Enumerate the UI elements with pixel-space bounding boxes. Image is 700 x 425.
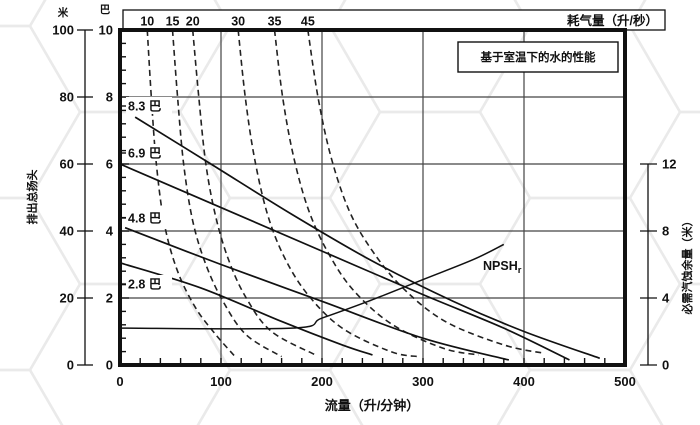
npsh-curve-label: NPSHr (483, 259, 522, 276)
curve-label-box (126, 97, 172, 114)
meters-unit-label: 米 (57, 6, 69, 19)
meters-tick-label: 40 (60, 224, 74, 239)
curve-label-box (126, 209, 172, 226)
top-tick-label: 30 (231, 15, 245, 29)
bar-tick-label: 10 (99, 23, 113, 38)
npsh-tick-label: 12 (662, 157, 676, 172)
x-axis-title: 流量（升/分钟） (325, 398, 420, 413)
meters-tick-label: 100 (52, 23, 74, 38)
air-axis-title: 耗气量（升/秒） (567, 13, 658, 28)
top-tick-label: 10 (140, 15, 154, 29)
npsh-tick-label: 0 (662, 358, 669, 373)
air-consumption-curve (191, 29, 318, 357)
top-tick-label: 15 (166, 15, 180, 29)
hexagon-shape (0, 24, 82, 200)
air-consumption-curve (273, 29, 479, 356)
air-consumption-curve (171, 29, 283, 358)
pressure-curve-label: 2.8 巴 (128, 278, 162, 292)
hexagon-shape (0, 368, 64, 425)
meters-tick-label: 80 (60, 90, 74, 105)
bar-tick-label: 4 (106, 224, 114, 239)
air-consumption-curve (146, 29, 236, 358)
top-tick-label: 35 (268, 15, 282, 29)
right-axis-title: 必需汽蚀余量（米） (680, 216, 694, 316)
top-tick-label: 45 (301, 15, 315, 29)
meters-tick-label: 60 (60, 157, 74, 172)
chart-frame (118, 28, 627, 367)
hexagon-shape (178, 24, 382, 200)
curve-label-box (126, 275, 172, 292)
bar-tick-label: 8 (106, 90, 113, 105)
top-tick-label: 20 (186, 15, 200, 29)
left-axis-title: 排出总扬头 (25, 170, 39, 225)
air-consumption-curve (307, 29, 545, 355)
bar-tick-label: 2 (106, 291, 113, 306)
pressure-curve-label: 6.9 巴 (128, 147, 162, 161)
note-text: 基于室温下的水的性能 (480, 50, 596, 64)
bar-tick-label: 6 (106, 157, 113, 172)
hexagon-shape (478, 196, 682, 372)
x-tick-label: 0 (116, 374, 123, 389)
note-box (457, 41, 619, 73)
npsh-label-main: NPSH (483, 259, 518, 273)
npsh-curve (119, 243, 505, 330)
hexagon-shape (196, 368, 364, 425)
npsh-label-sub: r (518, 265, 522, 276)
pressure-curve (119, 163, 570, 361)
hexagon-shape (628, 282, 700, 425)
pressure-curve-label: 8.3 巴 (128, 100, 162, 114)
x-tick-label: 400 (513, 374, 535, 389)
hexagon-shape (178, 196, 382, 372)
x-tick-label: 300 (412, 374, 434, 389)
x-tick-label: 200 (311, 374, 333, 389)
x-tick-label: 100 (210, 374, 232, 389)
pressure-curve (134, 116, 601, 360)
pressure-curve (124, 226, 510, 361)
meters-tick-label: 0 (67, 358, 74, 373)
npsh-tick-label: 4 (662, 291, 670, 306)
air-consumption-curve (237, 29, 419, 358)
bar-unit-label: 巴 (100, 4, 111, 16)
hexagon-shape (496, 368, 664, 425)
bar-tick-label: 0 (106, 358, 113, 373)
x-tick-label: 500 (614, 374, 636, 389)
npsh-tick-label: 8 (662, 224, 669, 239)
pressure-curve-label: 4.8 巴 (128, 212, 162, 226)
meters-tick-label: 20 (60, 291, 74, 306)
curve-label-box (126, 144, 172, 161)
